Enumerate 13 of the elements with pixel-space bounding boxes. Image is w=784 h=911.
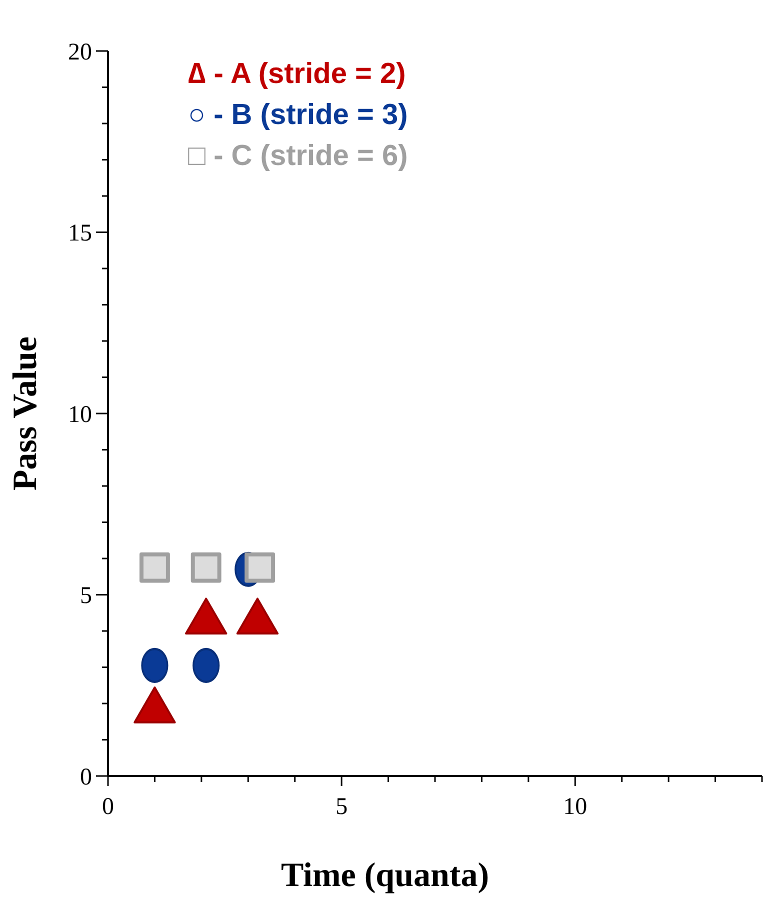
y-axis-title: Pass Value xyxy=(7,336,44,490)
y-tick-label: 5 xyxy=(80,583,92,610)
text: ∆ - A (stride = 2) xyxy=(188,58,406,90)
y-tick-label: 20 xyxy=(68,39,92,66)
y-tick-label: 15 xyxy=(68,220,92,247)
y-tick-label: 0 xyxy=(80,764,92,790)
x-tick-label: 10 xyxy=(563,794,588,820)
text: ○ - B (stride = 3) xyxy=(188,99,408,131)
text: □ - C (stride = 6) xyxy=(188,140,408,172)
x-tick-label: 0 xyxy=(102,794,114,820)
x-axis-title: Time (quanta) xyxy=(280,857,490,894)
x-tick-label: 5 xyxy=(336,794,348,820)
y-tick-label: 10 xyxy=(68,402,92,428)
